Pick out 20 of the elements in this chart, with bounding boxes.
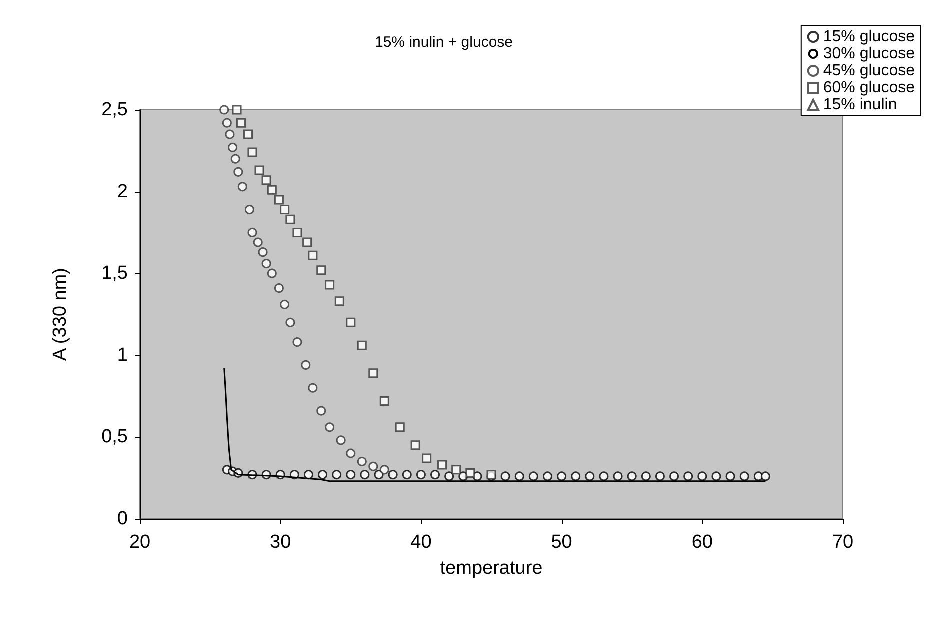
y-tick-label: 0,5 bbox=[102, 426, 128, 448]
x-axis-title: temperature bbox=[440, 558, 543, 579]
x-tick-label: 40 bbox=[410, 532, 432, 553]
y-tick-label: 1 bbox=[117, 344, 128, 366]
chart-title: 15% inulin + glucose bbox=[375, 34, 514, 51]
x-tick-label: 60 bbox=[692, 532, 713, 553]
x-tick-label: 70 bbox=[832, 532, 854, 553]
x-tick-label: 50 bbox=[551, 532, 572, 553]
legend-label: 30% glucose bbox=[823, 46, 916, 62]
legend-label: 45% glucose bbox=[823, 62, 916, 80]
legend-label: 60% glucose bbox=[823, 80, 916, 96]
y-tick-label: 1,5 bbox=[102, 263, 128, 284]
y-tick-label: 0 bbox=[117, 508, 128, 530]
x-tick-label: 20 bbox=[129, 532, 151, 553]
y-axis-title: A (330 nm) bbox=[50, 268, 71, 361]
y-tick-label: 2 bbox=[117, 181, 128, 202]
legend-label: 15% inulin bbox=[823, 96, 898, 114]
x-tick-label: 30 bbox=[270, 532, 292, 553]
legend-label: 15% glucose bbox=[823, 28, 916, 46]
y-tick-label: 2,5 bbox=[102, 100, 128, 120]
